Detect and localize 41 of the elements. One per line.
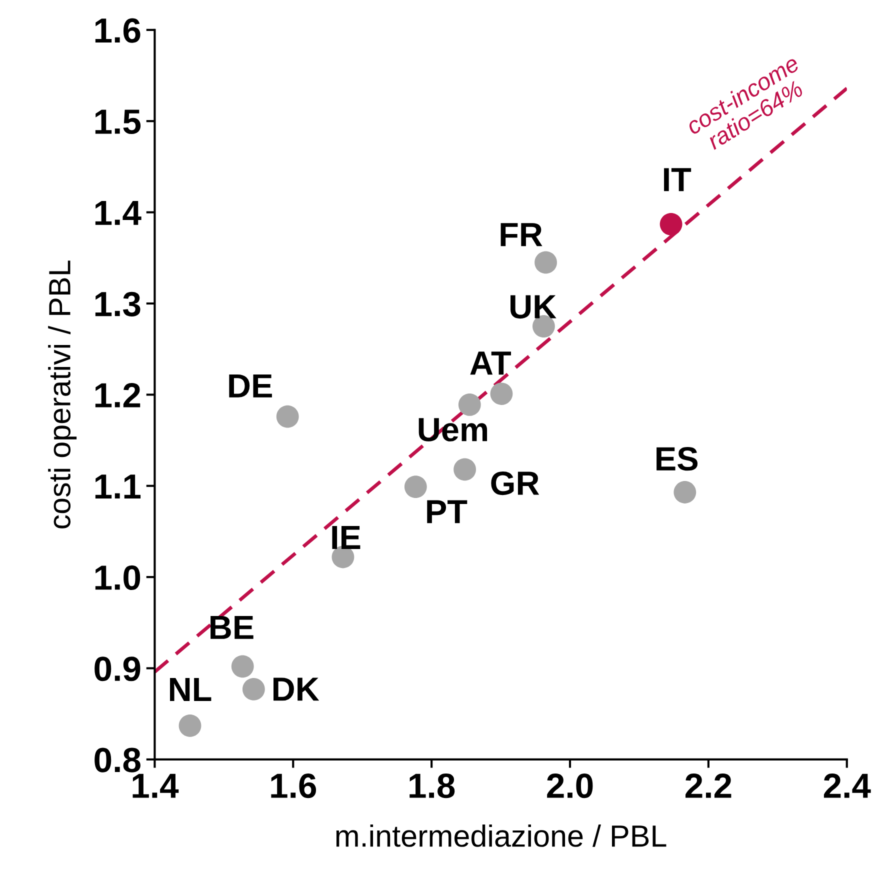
y-tick-label: 1.2 xyxy=(95,383,140,408)
y-tick-label: 1.1 xyxy=(95,474,141,498)
point xyxy=(660,212,682,236)
y-tick-label: 1.4 xyxy=(95,200,142,225)
x-tick-label: 1.6 xyxy=(271,774,316,798)
y-tick-label: 0.8 xyxy=(94,748,140,772)
series-label: DK xyxy=(274,678,320,701)
series-label: IE xyxy=(332,526,360,549)
y-tick-label: 1.0 xyxy=(95,565,140,590)
point xyxy=(276,405,299,428)
point xyxy=(490,382,513,405)
y-tick-label: 1.3 xyxy=(95,292,140,316)
x-tick-label: 2.2 xyxy=(686,774,732,798)
x-tick-label: 2.4 xyxy=(824,774,871,798)
x-tick-label: 1.4 xyxy=(132,774,179,798)
series-label: IT xyxy=(664,168,692,192)
series-label: ES xyxy=(656,447,698,471)
x-axis-title: m.intermediazione / PBL xyxy=(336,824,666,847)
y-tick-label: 0.9 xyxy=(94,656,140,682)
y-tick-label: 1.6 xyxy=(95,18,140,43)
point xyxy=(534,251,557,274)
point xyxy=(231,655,254,678)
point xyxy=(178,714,202,737)
point xyxy=(458,394,481,416)
y-tick-label: 1.5 xyxy=(95,110,141,134)
series-label: Uem xyxy=(418,418,488,442)
y-axis-title: costi operativi / PBL xyxy=(48,260,77,528)
series-label: NL xyxy=(170,678,212,701)
series-label: DE xyxy=(229,374,272,398)
series-label: GR xyxy=(491,471,540,496)
series-label: BE xyxy=(210,616,254,639)
point xyxy=(454,458,476,481)
point xyxy=(242,678,265,700)
series-label: FR xyxy=(500,223,542,246)
x-tick-label: 1.8 xyxy=(410,774,455,798)
point xyxy=(674,481,696,504)
series-label: PT xyxy=(427,500,468,524)
x-tick-label: 2.0 xyxy=(547,774,593,798)
point xyxy=(404,476,427,498)
series-label: AT xyxy=(470,352,511,375)
series-label: UK xyxy=(510,295,556,319)
